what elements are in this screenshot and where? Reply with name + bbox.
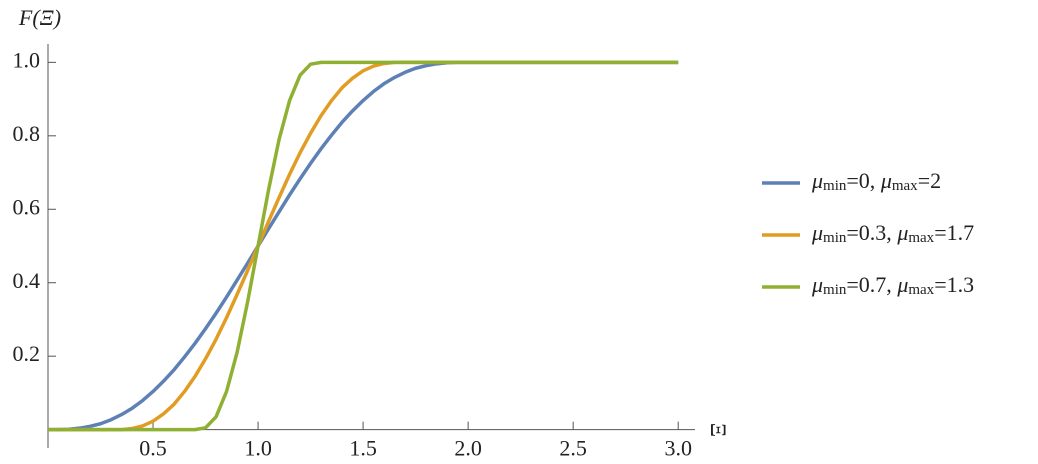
x-tick-label: 3.0	[664, 436, 692, 461]
series-line	[48, 60, 679, 432]
y-tick-label: 0.8	[13, 121, 41, 146]
y-tick-label: 0.6	[13, 194, 41, 219]
x-tick-label: 2.0	[454, 436, 482, 461]
y-axis-label: F(Ξ)	[18, 5, 61, 30]
y-tick-label: 0.4	[13, 268, 41, 293]
series-line	[48, 60, 679, 432]
x-tick-label: 1.5	[349, 436, 377, 461]
x-tick-label: 0.5	[139, 436, 167, 461]
legend-label: μmin=0, μmax=2	[811, 168, 941, 194]
series-line	[48, 60, 679, 432]
x-axis-label: Ξ	[706, 423, 731, 437]
x-tick-label: 1.0	[244, 436, 272, 461]
legend-label: μmin=0.3, μmax=1.7	[811, 220, 974, 246]
y-tick-label: 0.2	[13, 341, 41, 366]
y-tick-label: 1.0	[13, 47, 41, 72]
legend-label: μmin=0.7, μmax=1.3	[811, 272, 974, 298]
x-tick-label: 2.5	[559, 436, 587, 461]
